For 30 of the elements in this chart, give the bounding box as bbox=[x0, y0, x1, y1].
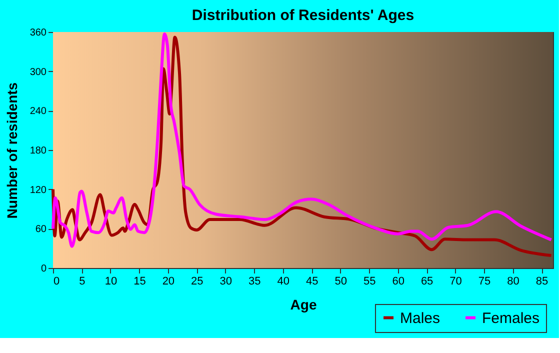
x-tick-label: 50 bbox=[334, 276, 347, 288]
x-tick-label: 65 bbox=[420, 276, 434, 288]
y-tick-label: 60 bbox=[35, 224, 47, 236]
y-tick-label: 180 bbox=[30, 146, 47, 156]
x-tick-label: 45 bbox=[306, 276, 318, 288]
x-tick-label: 40 bbox=[277, 276, 290, 288]
legend-label: Females bbox=[482, 310, 540, 327]
chart-title: Distribution of Residents' Ages bbox=[192, 7, 414, 24]
x-tick-label: 70 bbox=[450, 276, 462, 288]
x-tick-label: 75 bbox=[478, 276, 491, 288]
x-tick-label: 5 bbox=[79, 276, 86, 288]
x-tick-label: 10 bbox=[104, 276, 118, 288]
x-tick-label: 60 bbox=[392, 276, 404, 288]
x-tick-label: 15 bbox=[134, 276, 146, 288]
x-axis-title: Age bbox=[290, 296, 317, 312]
legend-label: Males bbox=[400, 310, 440, 327]
x-tick-label: 0 bbox=[54, 276, 60, 288]
x-tick-label: 55 bbox=[363, 276, 376, 288]
x-tick-label: 30 bbox=[220, 276, 232, 288]
y-tick-label: 300 bbox=[30, 66, 47, 78]
x-tick-label: 20 bbox=[162, 276, 175, 288]
y-axis-title: Number of residents bbox=[4, 82, 20, 219]
y-tick-label: 0 bbox=[40, 264, 47, 274]
x-tick-label: 25 bbox=[191, 276, 204, 288]
x-tick-label: 80 bbox=[507, 276, 520, 288]
y-tick-label: 240 bbox=[30, 106, 47, 118]
x-tick-label: 35 bbox=[248, 276, 261, 288]
y-tick-label: 120 bbox=[30, 184, 47, 196]
x-tick-label: 85 bbox=[536, 276, 548, 288]
y-tick-label: 360 bbox=[30, 28, 47, 38]
